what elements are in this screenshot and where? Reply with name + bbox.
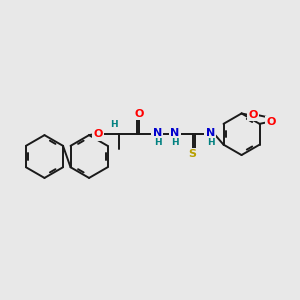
Text: H: H (207, 138, 214, 147)
Text: H: H (171, 138, 179, 147)
Text: S: S (188, 149, 196, 160)
Text: N: N (170, 128, 179, 138)
Text: N: N (206, 128, 215, 138)
Text: O: O (248, 110, 257, 120)
Text: N: N (153, 128, 162, 138)
Text: H: H (154, 138, 161, 147)
Text: O: O (134, 109, 144, 119)
Text: O: O (266, 117, 275, 128)
Text: O: O (93, 129, 103, 139)
Text: H: H (110, 120, 117, 129)
